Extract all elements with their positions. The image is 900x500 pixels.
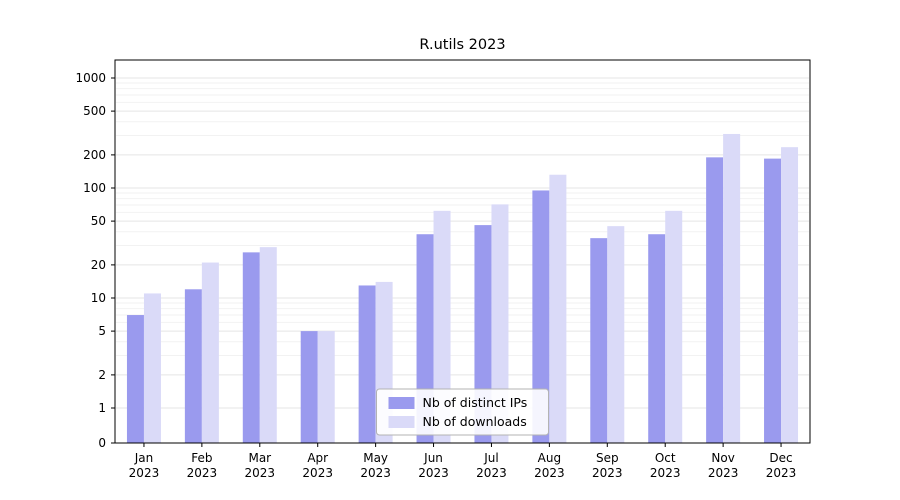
bar-distinct-ips: [358, 285, 376, 443]
bar-downloads: [665, 210, 683, 443]
x-tick-label-year: 2023: [766, 466, 797, 480]
legend-swatch: [388, 416, 415, 428]
y-tick-label: 1: [98, 401, 106, 415]
bar-downloads: [317, 331, 335, 443]
x-tick-label-year: 2023: [534, 466, 565, 480]
bar-distinct-ips: [764, 158, 782, 443]
x-tick-label-year: 2023: [187, 466, 218, 480]
x-tick-label-year: 2023: [708, 466, 739, 480]
bar-downloads: [143, 293, 161, 443]
x-tick-label-month: Jan: [134, 451, 154, 465]
x-tick-label-month: Jul: [483, 451, 498, 465]
y-tick-label: 10: [91, 291, 106, 305]
y-tick-label: 200: [83, 148, 106, 162]
bar-downloads: [723, 133, 741, 444]
bar-downloads: [433, 210, 451, 443]
legend-swatch: [388, 397, 415, 409]
y-tick-label: 100: [83, 181, 106, 195]
y-tick-label: 1000: [75, 71, 106, 85]
x-tick-label-month: Dec: [769, 451, 792, 465]
x-tick-label-year: 2023: [302, 466, 333, 480]
y-tick-label: 2: [98, 368, 106, 382]
bar-distinct-ips: [184, 289, 202, 443]
y-tick-label: 0: [98, 436, 106, 450]
bar-distinct-ips: [590, 238, 608, 443]
x-tick-label-month: Nov: [711, 451, 734, 465]
bar-downloads: [491, 204, 509, 443]
legend-label: Nb of downloads: [423, 414, 527, 429]
bar-distinct-ips: [648, 234, 666, 443]
x-tick-label-year: 2023: [592, 466, 623, 480]
bar-distinct-ips: [242, 252, 260, 443]
x-tick-label-month: Feb: [191, 451, 212, 465]
x-tick-label-year: 2023: [650, 466, 681, 480]
bar-distinct-ips: [532, 190, 550, 443]
y-tick-label: 20: [91, 258, 106, 272]
bar-distinct-ips: [126, 315, 144, 443]
x-tick-label-month: Apr: [307, 451, 328, 465]
x-tick-label-month: Sep: [596, 451, 619, 465]
bar-downloads: [549, 174, 567, 443]
plot-border: [114, 59, 811, 444]
legend: [376, 388, 549, 436]
x-tick-label-year: 2023: [245, 466, 276, 480]
y-tick-label: 5: [98, 324, 106, 338]
x-tick-label-month: Oct: [655, 451, 676, 465]
x-tick-label-month: Mar: [248, 451, 271, 465]
legend-label: Nb of distinct IPs: [423, 395, 528, 410]
bar-distinct-ips: [300, 331, 318, 443]
x-tick-label-year: 2023: [476, 466, 507, 480]
x-tick-label-year: 2023: [360, 466, 391, 480]
bar-downloads: [607, 226, 625, 443]
x-tick-label-month: Jun: [423, 451, 443, 465]
bar-downloads: [201, 262, 219, 443]
y-tick-label: 500: [83, 104, 106, 118]
bar-downloads: [259, 247, 277, 443]
x-tick-label-year: 2023: [129, 466, 160, 480]
x-tick-label-month: Aug: [538, 451, 561, 465]
bar-downloads: [781, 147, 799, 443]
x-tick-label-month: May: [363, 451, 388, 465]
bar-distinct-ips: [706, 157, 724, 443]
chart-title: R.utils 2023: [419, 37, 506, 53]
x-tick-label-year: 2023: [418, 466, 449, 480]
y-tick-label: 50: [91, 214, 106, 228]
